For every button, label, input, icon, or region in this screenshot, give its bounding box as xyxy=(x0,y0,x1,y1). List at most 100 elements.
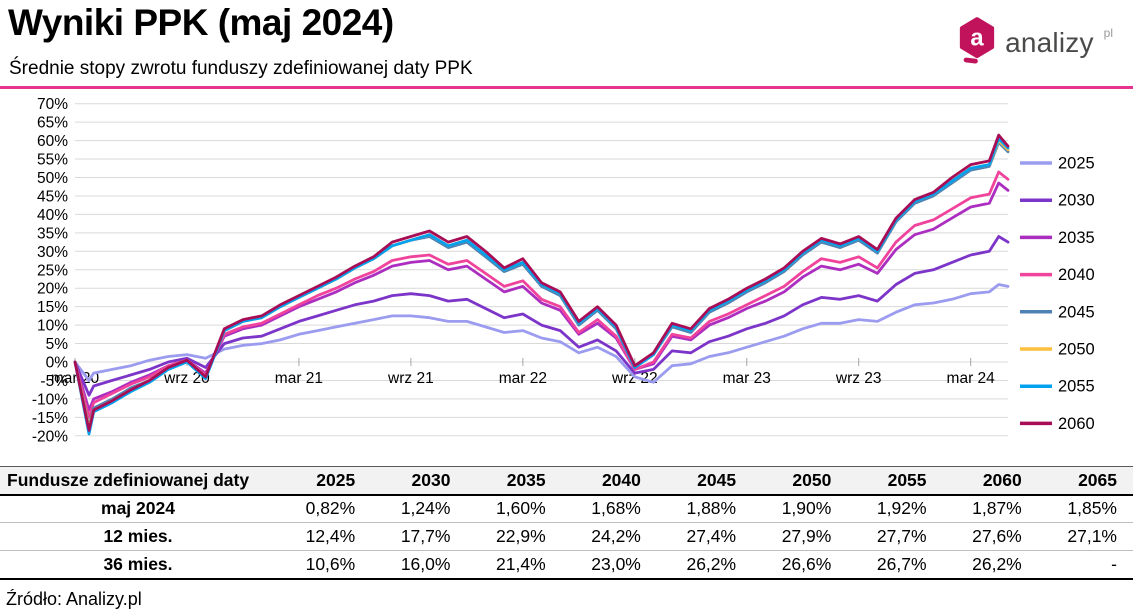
y-axis-label: 50% xyxy=(37,170,68,187)
table-cell-12-mies--2030: 17,7% xyxy=(400,526,451,546)
y-axis-label: -5% xyxy=(40,373,68,390)
column-header-2045: 2045 xyxy=(697,469,737,490)
x-axis-label: wrz 20 xyxy=(163,370,210,387)
returns-line-chart: -20% -15% -10% -5% 0% 5% 10% 15% 20% 25% 30% 35% 40%… xyxy=(0,90,1133,462)
legend-item-2025: 2025 xyxy=(1020,155,1095,173)
y-axis-label: 30% xyxy=(37,244,68,261)
x-axis-label: mar 24 xyxy=(947,370,996,387)
legend-label-2045: 2045 xyxy=(1058,303,1095,321)
column-header-2040: 2040 xyxy=(601,469,641,490)
legend-item-2045: 2045 xyxy=(1020,303,1095,321)
y-axis-label: -15% xyxy=(32,410,68,427)
page-title: Wyniki PPK (maj 2024) xyxy=(8,2,394,43)
y-axis-label: -20% xyxy=(32,428,68,445)
table-cell-36-mies--2025: 10,6% xyxy=(305,553,356,574)
table-cell-maj-2024-2035: 1,60% xyxy=(496,498,546,519)
table-cell-36-mies--2040: 23,0% xyxy=(591,553,641,574)
table-cell-maj-2024-2060: 1,87% xyxy=(972,498,1022,519)
table-cell-12-mies--2055: 27,7% xyxy=(876,526,927,546)
analizy-logo-suffix: pl xyxy=(1103,25,1113,40)
table-cell-12-mies--2065: 27,1% xyxy=(1067,526,1117,546)
row-label: 36 mies. xyxy=(103,553,173,574)
table-cell-36-mies--2050: 26,6% xyxy=(781,553,832,574)
row-label: 12 mies. xyxy=(103,526,173,546)
y-axis-label: 60% xyxy=(37,133,68,150)
y-axis-label: 20% xyxy=(37,281,68,298)
legend-label-2040: 2040 xyxy=(1058,266,1095,284)
column-header-2065: 2065 xyxy=(1078,469,1117,490)
analizy-hexagon-icon: a xyxy=(957,16,997,69)
table-cell-36-mies--2060: 26,2% xyxy=(972,553,1022,574)
y-axis-label: 5% xyxy=(46,336,69,353)
column-header-funds: Fundusze zdefiniowanej daty xyxy=(7,469,250,490)
x-axis-label: mar 20 xyxy=(51,370,100,387)
table-row-1: 12 mies. 12,4% 17,7% 22,9% 24,2% 27,4% 27,9% 27… xyxy=(0,523,1133,551)
y-axis-label: 15% xyxy=(37,299,68,316)
y-axis-label: -10% xyxy=(32,391,68,408)
table-cell-36-mies--2030: 16,0% xyxy=(400,553,451,574)
table-cell-36-mies--2055: 26,7% xyxy=(876,553,927,574)
page-subtitle: Średnie stopy zwrotu funduszy zdefiniowa… xyxy=(9,58,473,79)
table-cell-36-mies--2045: 26,2% xyxy=(686,553,737,574)
legend-label-2025: 2025 xyxy=(1058,155,1095,173)
y-axis-label: 25% xyxy=(37,262,68,279)
column-header-2050: 2050 xyxy=(792,469,832,490)
analizy-logo: a analizy pl xyxy=(957,16,1113,69)
legend-label-2030: 2030 xyxy=(1058,192,1095,210)
table-cell-12-mies--2045: 27,4% xyxy=(686,526,737,546)
table-row-2: 36 mies. 10,6% 16,0% 21,4% 23,0% 26,2% 26,6% 26… xyxy=(0,551,1133,579)
column-header-2055: 2055 xyxy=(887,469,927,490)
table-row-0: maj 2024 0,82% 1,24% 1,60% 1,68% 1,88% 1,90% 1,… xyxy=(0,495,1133,523)
table-cell-12-mies--2035: 22,9% xyxy=(496,526,546,546)
legend-item-2055: 2055 xyxy=(1020,378,1095,396)
y-axis-label: 65% xyxy=(37,115,68,132)
legend-item-2040: 2040 xyxy=(1020,266,1095,284)
table-cell-maj-2024-2050: 1,90% xyxy=(781,498,832,519)
table-cell-maj-2024-2030: 1,24% xyxy=(400,498,451,519)
source-note: Źródło: Analizy.pl xyxy=(6,589,142,609)
x-axis-label: mar 21 xyxy=(275,370,323,387)
table-cell-maj-2024-2025: 0,82% xyxy=(305,498,356,519)
legend-label-2050: 2050 xyxy=(1058,341,1095,359)
chart-svg: -20%-15% -10%-5%0% 5%10% 15%20% 25%30% 35%40%… xyxy=(32,96,1095,445)
row-label: maj 2024 xyxy=(101,498,175,519)
svg-text:a: a xyxy=(970,25,984,52)
column-header-2035: 2035 xyxy=(506,469,546,490)
legend-label-2060: 2060 xyxy=(1058,415,1095,433)
legend-item-2050: 2050 xyxy=(1020,341,1095,359)
legend-label-2035: 2035 xyxy=(1058,229,1095,247)
table-cell-36-mies--2065: - xyxy=(1111,553,1117,574)
legend-item-2035: 2035 xyxy=(1020,229,1095,247)
x-axis-label: wrz 21 xyxy=(387,370,434,387)
table-cell-36-mies--2035: 21,4% xyxy=(496,553,546,574)
x-axis-label: mar 23 xyxy=(723,370,771,387)
table-cell-maj-2024-2040: 1,68% xyxy=(591,498,641,519)
y-axis-label: 0% xyxy=(46,355,69,372)
y-axis-label: 45% xyxy=(37,188,68,205)
y-axis-label: 10% xyxy=(37,318,68,335)
x-axis-label: wrz 22 xyxy=(611,370,658,387)
table-cell-maj-2024-2045: 1,88% xyxy=(686,498,737,519)
legend-item-2030: 2030 xyxy=(1020,192,1095,210)
y-axis-label: 35% xyxy=(37,225,68,242)
y-axis-label: 40% xyxy=(37,207,68,224)
table-cell-12-mies--2050: 27,9% xyxy=(781,526,832,546)
table-header-row: Fundusze zdefiniowanej daty 2025 2030 2035… xyxy=(0,466,1133,495)
x-axis-label: mar 22 xyxy=(499,370,547,387)
column-header-2030: 2030 xyxy=(411,469,451,490)
table-cell-maj-2024-2055: 1,92% xyxy=(876,498,927,519)
analizy-logo-text: analizy xyxy=(1005,26,1094,58)
x-axis-label: wrz 23 xyxy=(835,370,882,387)
legend-label-2055: 2055 xyxy=(1058,378,1095,396)
returns-table: Fundusze zdefiniowanej daty 2025 2030 2035… xyxy=(0,466,1133,580)
table-cell-maj-2024-2065: 1,85% xyxy=(1067,498,1117,519)
y-axis-label: 70% xyxy=(37,96,68,113)
table-cell-12-mies--2040: 24,2% xyxy=(591,526,641,546)
series-line-2060 xyxy=(73,133,1010,432)
table-cell-12-mies--2060: 27,6% xyxy=(972,526,1022,546)
column-header-2025: 2025 xyxy=(316,469,356,490)
legend-item-2060: 2060 xyxy=(1020,415,1095,433)
table-cell-12-mies--2025: 12,4% xyxy=(305,526,356,546)
accent-divider xyxy=(0,86,1133,89)
